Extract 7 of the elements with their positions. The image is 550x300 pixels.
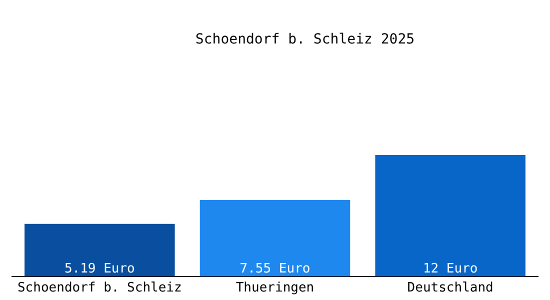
data-label: 7.55 Euro — [240, 261, 310, 276]
chart-title: Schoendorf b. Schleiz 2025 — [195, 32, 415, 48]
data-label: 5.19 Euro — [64, 261, 135, 276]
x-tick-label: Thueringen — [236, 280, 314, 296]
x-tick-label: Deutschland — [407, 280, 494, 296]
x-tick-label: Schoendorf b. Schleiz — [17, 280, 182, 296]
data-label: 12 Euro — [422, 261, 478, 276]
